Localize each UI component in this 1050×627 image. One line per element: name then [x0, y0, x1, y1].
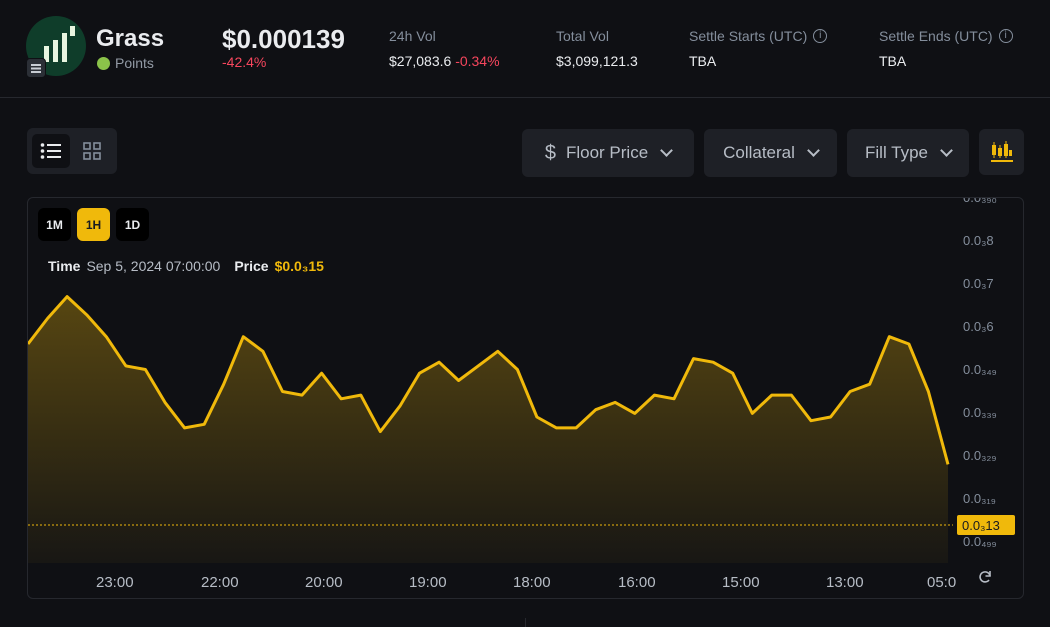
points-icon [97, 56, 110, 70]
grid-icon [83, 142, 101, 160]
stat-settle-start: Settle Starts (UTC) i TBA [689, 28, 828, 69]
collateral-dropdown[interactable]: Collateral [704, 129, 837, 177]
price-area [28, 296, 948, 563]
y-tick-label: 0.0₃₃₉ [963, 405, 997, 420]
y-tick-label: 0.0₃6 [963, 319, 994, 334]
stat-settle-end: Settle Ends (UTC) i TBA [879, 28, 1013, 69]
timeframe-1h-button[interactable]: 1H [77, 208, 110, 241]
x-tick-label: 22:00 [201, 574, 239, 591]
info-icon[interactable]: i [998, 29, 1013, 43]
points-badge: Points [97, 55, 154, 71]
list-icon [40, 143, 61, 159]
y-tick-label: 0.0₃8 [963, 233, 994, 248]
stat-value: $27,083.6 [389, 53, 452, 69]
token-price: $0.000139 [222, 24, 345, 54]
x-tick-label: 20:00 [305, 574, 343, 591]
tooltip-time-value: Sep 5, 2024 07:00:00 [86, 258, 221, 274]
fill-type-label: Fill Type [865, 143, 928, 162]
info-icon[interactable]: i [813, 29, 828, 43]
x-tick-label: 13:00 [826, 574, 864, 591]
price-line [28, 295, 950, 465]
collateral-label: Collateral [723, 143, 795, 162]
floor-price-label: Floor Price [565, 143, 649, 162]
dollar-icon: $ [544, 141, 556, 164]
chart-tooltip: Time Sep 5, 2024 07:00:00 Price $0.0₃15 [48, 258, 324, 274]
x-tick-label: 18:00 [513, 574, 551, 591]
y-tick-label: 0.0₃₄₉ [963, 362, 997, 377]
tooltip-price-label: Price [234, 258, 269, 274]
price-chart: 0.0₃₉₀ 0.0₃8 0.0₃7 0.0₃6 0.0₃₄₉ 0.0₃₃₉ 0.0₃₂₉ 0… [27, 197, 1024, 599]
x-tick-label: 19:00 [409, 574, 447, 591]
points-label: Points [115, 55, 154, 71]
y-tick-label: 0.0₃₁₉ [963, 491, 996, 506]
stat-change: -0.34% [455, 53, 500, 69]
chevron-down-icon [807, 144, 820, 157]
stat-label: 24h Vol [389, 28, 436, 44]
x-tick-label: 16:00 [618, 574, 656, 591]
y-tick-label: 0.0₃₂₉ [963, 448, 997, 463]
divider [525, 618, 526, 627]
refresh-chart-button[interactable] [975, 567, 995, 587]
chevron-down-icon [940, 144, 953, 157]
fill-type-dropdown[interactable]: Fill Type [847, 129, 969, 177]
y-tick-label: 0.0₃₉₀ [963, 198, 997, 205]
grid-view-button[interactable] [73, 134, 111, 168]
timeframe-1d-button[interactable]: 1D [116, 208, 149, 241]
floor-price-dropdown[interactable]: $ Floor Price [522, 129, 694, 177]
timeframe-1m-button[interactable]: 1M [38, 208, 71, 241]
tooltip-price-value: $0.0₃15 [274, 258, 324, 274]
stat-24h-vol: 24h Vol $27,083.6 -0.34% [389, 28, 500, 69]
stat-label: Settle Starts (UTC) [689, 28, 808, 44]
current-price-tag [957, 515, 1015, 535]
candlestick-chart-button[interactable] [979, 129, 1024, 175]
current-price-label: 0.0₃13 [962, 518, 1000, 533]
list-view-button[interactable] [32, 134, 70, 168]
price-chart-svg[interactable]: 0.0₃₉₀ 0.0₃8 0.0₃7 0.0₃6 0.0₃₄₉ 0.0₃₃₉ 0.0₃₂₉ 0… [28, 198, 1024, 599]
refresh-icon [979, 571, 991, 583]
y-tick-label: 0.0₄₉₉ [963, 534, 997, 549]
stat-value: TBA [879, 53, 907, 69]
stat-label: Total Vol [556, 28, 609, 44]
x-tick-label: 05:0 [927, 574, 956, 591]
token-name: Grass [96, 25, 165, 52]
x-tick-label: 15:00 [722, 574, 760, 591]
stat-total-vol: Total Vol $3,099,121.3 [556, 28, 638, 69]
stat-value: $3,099,121.3 [556, 53, 638, 69]
x-tick-label: 23:00 [96, 574, 134, 591]
price-change: -42.4% [222, 54, 267, 70]
grass-logo-icon [44, 26, 75, 62]
candlestick-icon [990, 141, 1013, 162]
chain-badge-icon [26, 58, 46, 78]
tooltip-time-label: Time [48, 258, 81, 274]
stat-label: Settle Ends (UTC) [879, 28, 993, 44]
market-header: Grass Points $0.000139 -42.4% 24h Vol $2… [0, 0, 1050, 98]
chevron-down-icon [660, 144, 674, 157]
stat-value: TBA [689, 53, 717, 69]
y-tick-label: 0.0₃7 [963, 276, 994, 291]
view-toggle [27, 128, 117, 174]
